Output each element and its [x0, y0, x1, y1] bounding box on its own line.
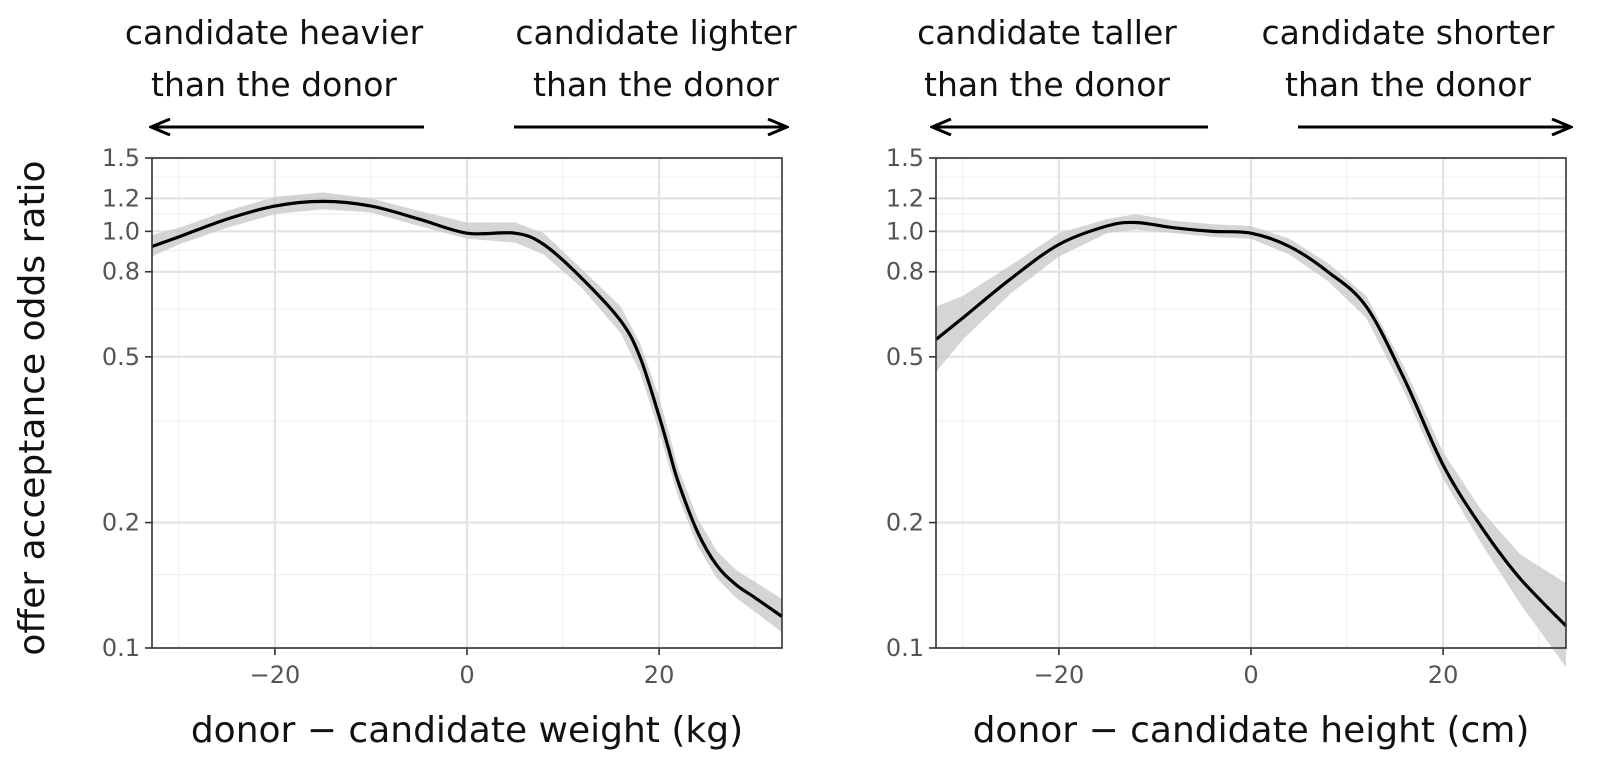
grid [152, 156, 782, 650]
x-tick-label: −20 [1034, 661, 1085, 689]
annotation-right-line2: than the donor [533, 65, 779, 104]
y-tick-label: 1.5 [102, 144, 140, 172]
y-tick-label: 0.5 [886, 343, 924, 371]
tick-marks [145, 157, 660, 655]
fitted-curve [151, 199, 783, 618]
y-tick-label: 0.5 [102, 343, 140, 371]
annotation-left-line1: candidate heavier [125, 13, 424, 52]
annotation-right-line1: candidate shorter [1262, 13, 1555, 52]
annotation-left-line2: than the donor [151, 65, 397, 104]
y-tick-label: 1.5 [886, 144, 924, 172]
y-tick-label: 0.1 [102, 634, 140, 662]
y-tick-label: 1.0 [102, 217, 140, 245]
x-axis-label: donor − candidate weight (kg) [191, 710, 743, 751]
x-axis-label: donor − candidate height (cm) [973, 710, 1530, 751]
annotation-right-line1: candidate lighter [515, 13, 797, 52]
x-tick-label: −20 [250, 661, 301, 689]
weight-panel: candidate heavier than the donor candida… [102, 13, 797, 751]
y-tick-label: 1.2 [102, 184, 140, 212]
y-tick-label: 0.8 [102, 258, 140, 286]
y-tick-label: 0.2 [886, 509, 924, 537]
annotation-right-line2: than the donor [1285, 65, 1531, 104]
x-tick-label: 0 [1243, 661, 1258, 689]
grid [936, 156, 1566, 650]
annotation-left-line1: candidate taller [917, 13, 1177, 52]
annotation-left-line2: than the donor [924, 65, 1170, 104]
y-tick-label: 0.1 [886, 634, 924, 662]
y-axis-label: offer acceptance odds ratio [12, 160, 53, 655]
x-tick-label: 0 [459, 661, 474, 689]
x-tick-label: 20 [1428, 661, 1459, 689]
y-tick-label: 0.8 [886, 258, 924, 286]
y-tick-label: 1.2 [886, 184, 924, 212]
confidence-band [152, 192, 782, 633]
x-tick-label: 20 [644, 661, 675, 689]
fitted-curve [935, 220, 1568, 628]
height-panel: candidate taller than the donor candidat… [886, 13, 1570, 751]
y-tick-label: 1.0 [886, 217, 924, 245]
tick-marks [929, 157, 1444, 655]
y-tick-label: 0.2 [102, 509, 140, 537]
